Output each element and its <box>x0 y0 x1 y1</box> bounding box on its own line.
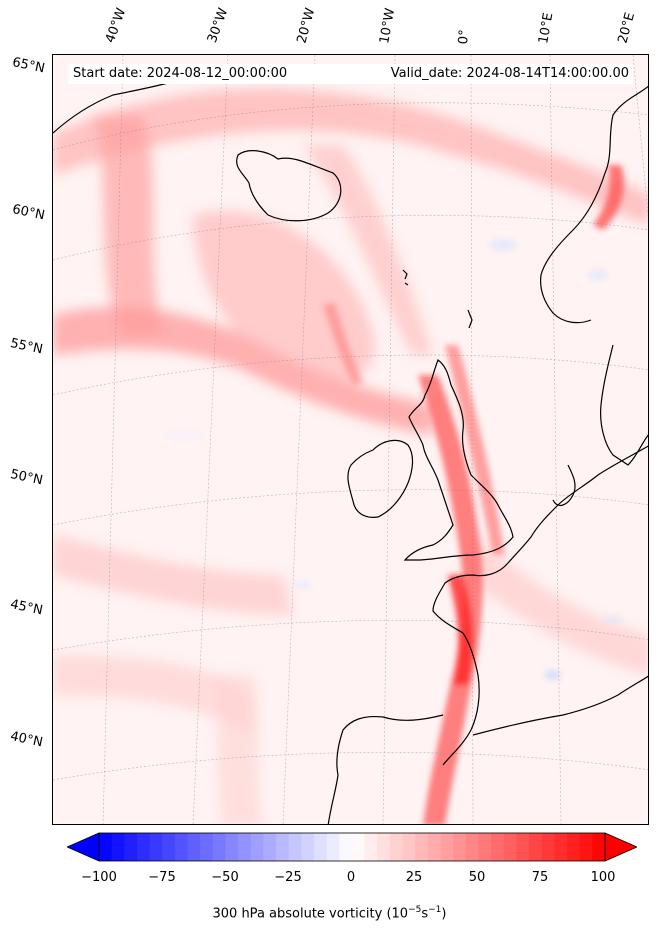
colorbar-segment <box>491 833 505 861</box>
colorbar-segment <box>174 833 189 861</box>
colorbar-segment <box>529 833 543 861</box>
colorbar-tick: −75 <box>148 870 176 885</box>
colorbar-segment <box>314 833 328 861</box>
colorbar-min-extend <box>67 832 100 862</box>
colorbar-segment <box>364 833 378 861</box>
lat-label-65n: 65°N <box>10 55 47 77</box>
lat-label-40n: 40°N <box>8 729 45 751</box>
colorbar-segment <box>453 833 467 861</box>
start-date-text: Start date: 2024-08-12_00:00:00 <box>73 66 288 81</box>
colorbar-segment <box>402 833 416 861</box>
colorbar-label-unit: s <box>421 906 429 922</box>
colorbar-segment <box>124 833 138 861</box>
colorbar-tick: 25 <box>405 870 423 885</box>
colorbar-tick: 75 <box>531 870 549 885</box>
colorbar-segment <box>465 833 479 861</box>
colorbar-max-extend <box>604 832 637 862</box>
colorbar-segment <box>339 833 353 861</box>
lon-label-20e: 20°E <box>615 10 639 46</box>
vorticity-field <box>53 88 648 824</box>
colorbar-segment <box>162 833 176 861</box>
colorbar-segment <box>503 833 517 861</box>
colorbar-segment <box>592 833 606 861</box>
colorbar-segment <box>212 833 226 861</box>
colorbar <box>67 832 637 862</box>
colorbar-segment <box>326 833 340 861</box>
lon-label-10w: 10°W <box>377 7 399 46</box>
colorbar-segments <box>99 833 606 861</box>
colorbar-tick: −50 <box>211 870 239 885</box>
colorbar-segment <box>389 833 404 861</box>
date-info-bar: Start date: 2024-08-12_00:00:00 Valid_da… <box>68 64 633 84</box>
colorbar-segment <box>238 833 252 861</box>
colorbar-tick: 50 <box>468 870 486 885</box>
colorbar-segment <box>225 833 239 861</box>
colorbar-segment <box>554 833 568 861</box>
lon-label-0: 0° <box>456 28 473 45</box>
colorbar-tick: 100 <box>590 870 616 885</box>
colorbar-tick: −25 <box>274 870 302 885</box>
lon-label-10e: 10°E <box>536 11 557 45</box>
colorbar-segment <box>263 833 277 861</box>
colorbar-segment <box>276 833 290 861</box>
lon-label-40w: 40°W <box>102 6 130 45</box>
graticule <box>53 55 648 824</box>
lat-label-45n: 45°N <box>8 597 45 619</box>
map-panel <box>52 54 649 825</box>
colorbar-segment <box>377 833 391 861</box>
colorbar-segment <box>136 833 151 861</box>
colorbar-segment <box>250 833 264 861</box>
colorbar-segment <box>352 833 366 861</box>
colorbar-label-text: 300 hPa absolute vorticity (10 <box>212 906 409 922</box>
colorbar-label-exp1: −5 <box>408 905 422 915</box>
lon-label-20w: 20°W <box>294 6 319 45</box>
lon-label-30w: 30°W <box>204 6 232 45</box>
colorbar-tick: −100 <box>81 870 117 885</box>
valid-date-text: Valid_date: 2024-08-14T14:00:00.00 <box>390 66 629 81</box>
colorbar-segment <box>187 833 201 861</box>
colorbar-segment <box>541 833 555 861</box>
colorbar-outline <box>98 832 606 862</box>
vorticity-map <box>53 55 648 824</box>
lat-label-60n: 60°N <box>10 202 47 224</box>
colorbar-segment <box>478 833 492 861</box>
colorbar-segment <box>567 833 581 861</box>
lat-label-50n: 50°N <box>8 467 45 489</box>
colorbar-segment <box>427 833 442 861</box>
colorbar-label-end: ) <box>441 906 447 922</box>
colorbar-segment <box>149 833 163 861</box>
colorbar-segment <box>111 833 125 861</box>
colorbar-segment <box>301 833 315 861</box>
colorbar-segment <box>99 833 113 861</box>
colorbar-label: 300 hPa absolute vorticity (10−5s−1) <box>0 905 659 921</box>
colorbar-segment <box>516 833 530 861</box>
lat-label-55n: 55°N <box>8 336 45 358</box>
colorbar-segment <box>415 833 429 861</box>
colorbar-segment <box>288 833 302 861</box>
colorbar-segment <box>200 833 214 861</box>
colorbar-segment <box>440 833 454 861</box>
colorbar-label-exp2: −1 <box>428 905 442 915</box>
colorbar-tick: 0 <box>346 870 356 885</box>
colorbar-segment <box>579 833 593 861</box>
